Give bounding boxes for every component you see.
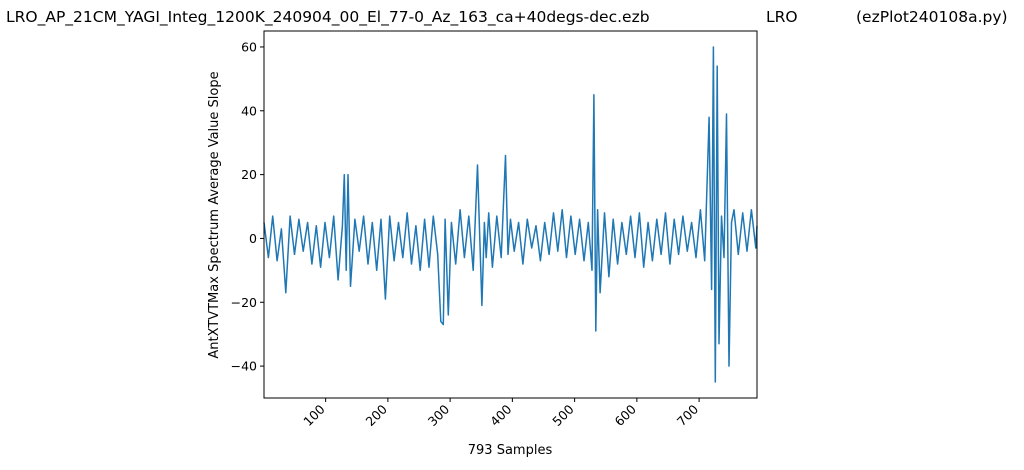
y-axis: −40 −20 0 20 40 60	[231, 39, 264, 374]
y-tick-label-0: 0	[249, 231, 257, 246]
y-tick-label-40: 40	[241, 103, 257, 118]
x-axis-label: 793 Samples	[468, 443, 553, 458]
header-location: LRO	[766, 8, 798, 26]
header-script-name: (ezPlot240108a.py)	[856, 8, 1008, 26]
series-line-0	[263, 46, 758, 383]
y-tick-label--20: −20	[231, 295, 257, 310]
y-tick-label--40: −40	[231, 359, 257, 374]
y-tick-label-60: 60	[241, 39, 257, 54]
y-tick-label-20: 20	[241, 167, 257, 182]
y-axis-label: AntXTVTMax Spectrum Average Value Slope	[207, 71, 222, 358]
data-layer	[263, 46, 758, 383]
axes-frame	[263, 30, 758, 399]
header-filename: LRO_AP_21CM_YAGI_Integ_1200K_240904_00_E…	[6, 8, 650, 27]
